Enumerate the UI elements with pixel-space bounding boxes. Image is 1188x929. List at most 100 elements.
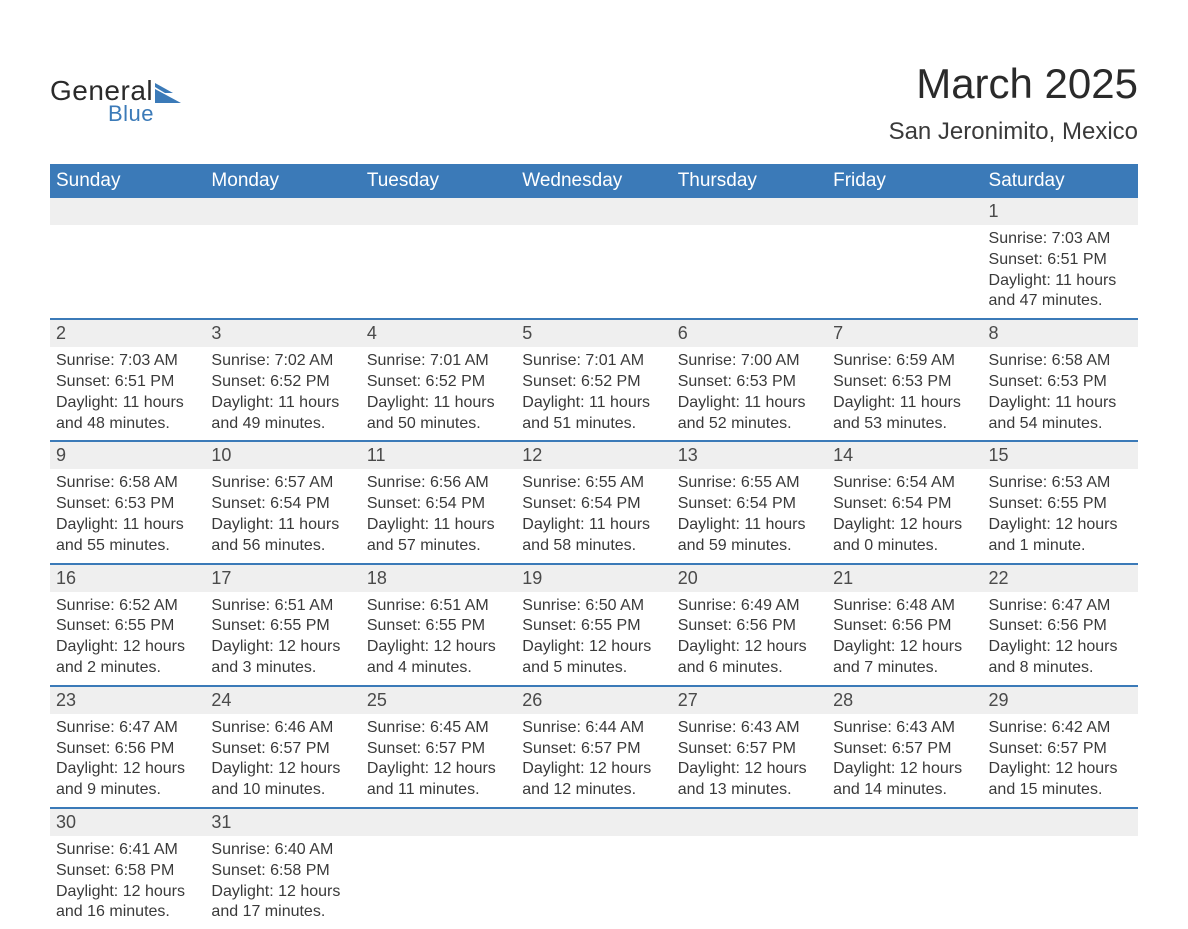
- sunset-text: Sunset: 6:58 PM: [211, 861, 354, 882]
- day-number-cell: 16: [50, 564, 205, 592]
- day-number-cell: 9: [50, 441, 205, 469]
- day-number-cell: 1: [983, 198, 1138, 225]
- daylight-text-2: and 53 minutes.: [833, 414, 976, 435]
- sunset-text: Sunset: 6:55 PM: [522, 616, 665, 637]
- daylight-text-1: Daylight: 12 hours: [56, 882, 199, 903]
- day-detail-cell: [827, 836, 982, 929]
- sunrise-text: Sunrise: 7:02 AM: [211, 351, 354, 372]
- daylight-text-1: Daylight: 11 hours: [989, 271, 1132, 292]
- day-detail-cell: [205, 225, 360, 319]
- daylight-text-2: and 52 minutes.: [678, 414, 821, 435]
- sunrise-text: Sunrise: 6:46 AM: [211, 718, 354, 739]
- sunrise-text: Sunrise: 7:03 AM: [56, 351, 199, 372]
- daylight-text-2: and 16 minutes.: [56, 902, 199, 923]
- sunset-text: Sunset: 6:57 PM: [678, 739, 821, 760]
- daylight-text-2: and 8 minutes.: [989, 658, 1132, 679]
- day-detail-cell: Sunrise: 6:57 AMSunset: 6:54 PMDaylight:…: [205, 469, 360, 563]
- day-number-cell: [827, 198, 982, 225]
- sunset-text: Sunset: 6:51 PM: [989, 250, 1132, 271]
- day-number-cell: 13: [672, 441, 827, 469]
- daylight-text-2: and 47 minutes.: [989, 291, 1132, 312]
- header: General Blue March 2025 San Jeronimito, …: [50, 40, 1138, 146]
- daylight-text-2: and 13 minutes.: [678, 780, 821, 801]
- daylight-text-1: Daylight: 12 hours: [833, 759, 976, 780]
- daylight-text-1: Daylight: 12 hours: [522, 637, 665, 658]
- day-detail-cell: Sunrise: 6:42 AMSunset: 6:57 PMDaylight:…: [983, 714, 1138, 808]
- week-num-row: 2345678: [50, 319, 1138, 347]
- sunrise-text: Sunrise: 6:41 AM: [56, 840, 199, 861]
- sunset-text: Sunset: 6:57 PM: [522, 739, 665, 760]
- daylight-text-1: Daylight: 11 hours: [678, 393, 821, 414]
- day-detail-cell: [361, 836, 516, 929]
- daylight-text-2: and 49 minutes.: [211, 414, 354, 435]
- day-number-cell: 4: [361, 319, 516, 347]
- day-detail-cell: Sunrise: 7:01 AMSunset: 6:52 PMDaylight:…: [516, 347, 671, 441]
- sunrise-text: Sunrise: 6:57 AM: [211, 473, 354, 494]
- sunset-text: Sunset: 6:53 PM: [678, 372, 821, 393]
- day-detail-cell: Sunrise: 6:51 AMSunset: 6:55 PMDaylight:…: [205, 592, 360, 686]
- day-detail-cell: Sunrise: 6:56 AMSunset: 6:54 PMDaylight:…: [361, 469, 516, 563]
- daylight-text-2: and 58 minutes.: [522, 536, 665, 557]
- sunrise-text: Sunrise: 6:45 AM: [367, 718, 510, 739]
- daylight-text-2: and 9 minutes.: [56, 780, 199, 801]
- day-detail-cell: Sunrise: 7:02 AMSunset: 6:52 PMDaylight:…: [205, 347, 360, 441]
- daylight-text-2: and 17 minutes.: [211, 902, 354, 923]
- daylight-text-2: and 4 minutes.: [367, 658, 510, 679]
- sunrise-text: Sunrise: 7:00 AM: [678, 351, 821, 372]
- sunset-text: Sunset: 6:54 PM: [678, 494, 821, 515]
- day-number-cell: 2: [50, 319, 205, 347]
- day-header-sunday: Sunday: [50, 164, 205, 198]
- daylight-text-1: Daylight: 12 hours: [211, 759, 354, 780]
- week-num-row: 1: [50, 198, 1138, 225]
- daylight-text-1: Daylight: 12 hours: [678, 759, 821, 780]
- sunset-text: Sunset: 6:54 PM: [211, 494, 354, 515]
- sunset-text: Sunset: 6:53 PM: [56, 494, 199, 515]
- sunrise-text: Sunrise: 6:50 AM: [522, 596, 665, 617]
- sunrise-text: Sunrise: 6:54 AM: [833, 473, 976, 494]
- sunrise-text: Sunrise: 6:59 AM: [833, 351, 976, 372]
- daylight-text-1: Daylight: 12 hours: [522, 759, 665, 780]
- day-detail-cell: Sunrise: 6:49 AMSunset: 6:56 PMDaylight:…: [672, 592, 827, 686]
- week-detail-row: Sunrise: 7:03 AMSunset: 6:51 PMDaylight:…: [50, 225, 1138, 319]
- day-detail-cell: Sunrise: 6:53 AMSunset: 6:55 PMDaylight:…: [983, 469, 1138, 563]
- day-detail-cell: [983, 836, 1138, 929]
- day-header-friday: Friday: [827, 164, 982, 198]
- day-number-cell: 10: [205, 441, 360, 469]
- day-number-cell: [827, 808, 982, 836]
- sunrise-text: Sunrise: 6:40 AM: [211, 840, 354, 861]
- sunset-text: Sunset: 6:52 PM: [367, 372, 510, 393]
- sunrise-text: Sunrise: 6:51 AM: [211, 596, 354, 617]
- day-number-cell: 3: [205, 319, 360, 347]
- sunrise-text: Sunrise: 6:44 AM: [522, 718, 665, 739]
- day-detail-cell: Sunrise: 6:45 AMSunset: 6:57 PMDaylight:…: [361, 714, 516, 808]
- week-num-row: 9101112131415: [50, 441, 1138, 469]
- week-detail-row: Sunrise: 6:58 AMSunset: 6:53 PMDaylight:…: [50, 469, 1138, 563]
- day-number-cell: 30: [50, 808, 205, 836]
- daylight-text-1: Daylight: 12 hours: [833, 637, 976, 658]
- daylight-text-1: Daylight: 12 hours: [678, 637, 821, 658]
- day-number-cell: 21: [827, 564, 982, 592]
- day-header-monday: Monday: [205, 164, 360, 198]
- day-number-cell: [983, 808, 1138, 836]
- daylight-text-2: and 54 minutes.: [989, 414, 1132, 435]
- month-title: March 2025: [889, 60, 1138, 108]
- sunrise-text: Sunrise: 6:52 AM: [56, 596, 199, 617]
- daylight-text-1: Daylight: 11 hours: [211, 515, 354, 536]
- day-detail-cell: Sunrise: 6:54 AMSunset: 6:54 PMDaylight:…: [827, 469, 982, 563]
- sunset-text: Sunset: 6:54 PM: [522, 494, 665, 515]
- day-detail-cell: [516, 225, 671, 319]
- sunrise-text: Sunrise: 6:49 AM: [678, 596, 821, 617]
- week-detail-row: Sunrise: 6:47 AMSunset: 6:56 PMDaylight:…: [50, 714, 1138, 808]
- day-number-cell: 19: [516, 564, 671, 592]
- day-number-cell: [361, 198, 516, 225]
- sunrise-text: Sunrise: 6:42 AM: [989, 718, 1132, 739]
- sunrise-text: Sunrise: 7:01 AM: [367, 351, 510, 372]
- sunset-text: Sunset: 6:58 PM: [56, 861, 199, 882]
- day-detail-cell: Sunrise: 6:52 AMSunset: 6:55 PMDaylight:…: [50, 592, 205, 686]
- day-number-cell: 12: [516, 441, 671, 469]
- logo: General Blue: [50, 75, 181, 127]
- sunset-text: Sunset: 6:52 PM: [522, 372, 665, 393]
- day-number-cell: 29: [983, 686, 1138, 714]
- day-header-wednesday: Wednesday: [516, 164, 671, 198]
- daylight-text-2: and 50 minutes.: [367, 414, 510, 435]
